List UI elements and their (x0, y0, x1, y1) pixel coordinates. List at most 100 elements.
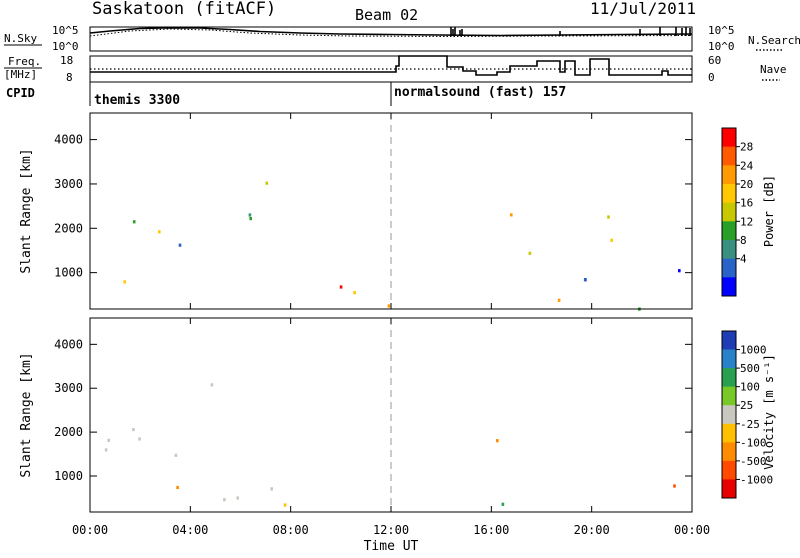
power-cell (178, 243, 182, 247)
freq-label-line2: [MHz] (4, 68, 37, 81)
noise-search-label: N.Search (748, 34, 800, 47)
freq-tick-top: 18 (60, 54, 73, 67)
velocity-heatmap (104, 383, 693, 507)
colorbar-tick-label: 20 (740, 178, 753, 191)
colorbar-segment (722, 258, 736, 278)
power-y-axis: 4000 3000 2000 1000 (54, 133, 692, 280)
velocity-cell (283, 503, 287, 507)
y-tick-label: 4000 (54, 133, 83, 147)
power-cell (265, 181, 269, 185)
power-cell (158, 230, 161, 234)
colorbar-frame (721, 127, 737, 297)
velocity-cell (223, 498, 226, 502)
velocity-cell (107, 438, 110, 442)
freq-tick-bottom: 8 (66, 71, 73, 84)
colorbar-tick-label: 28 (740, 141, 753, 154)
colorbar-segment (722, 331, 736, 350)
colorbar-frame (721, 330, 737, 499)
velocity-cell (673, 484, 676, 488)
colorbar-segment (722, 460, 736, 480)
velocity-cell (496, 439, 499, 443)
plot-title: Saskatoon (fitACF) (92, 0, 276, 19)
velocity-cell (236, 496, 239, 500)
colorbar-segment (722, 202, 736, 222)
colorbar-tick-label: 24 (740, 159, 754, 172)
cpid-strip: CPID themis 3300 normalsound (fast) 157 (6, 82, 566, 108)
y-tick-label: 2000 (54, 221, 83, 235)
y-tick-label: 2000 (54, 425, 83, 439)
velocity-cell (501, 502, 505, 506)
x-tick-label: 08:00 (273, 523, 309, 537)
colorbar-segment (722, 240, 736, 259)
freq-label-line1: Freq. (8, 55, 41, 68)
x-tick-label: 12:00 (373, 523, 409, 537)
velocity-cell (138, 437, 141, 441)
colorbar-tick-label: 16 (740, 197, 753, 210)
colorbar-segment (722, 349, 736, 369)
cpid-mode-themis: themis 3300 (94, 93, 180, 108)
y-tick-label: 4000 (54, 337, 83, 351)
colorbar-tick-label: -25 (740, 418, 760, 431)
colorbar-segment (722, 423, 736, 443)
colorbar-segment (722, 165, 736, 185)
power-cell (387, 304, 391, 308)
colorbar-tick-label: -500 (740, 455, 767, 468)
frequency-panel: Freq. [MHz] 18 8 60 0 Nave (4, 54, 787, 84)
colorbar-tick-label: 100 (740, 381, 760, 394)
colorbar-tick-label: 500 (740, 362, 760, 375)
y-tick-label: 1000 (54, 469, 83, 483)
power-colorbar-label: Power [dB] (762, 175, 776, 247)
frequency-trace (90, 55, 692, 76)
power-cell (132, 220, 136, 224)
power-cell (607, 215, 610, 219)
colorbar-segment (722, 146, 736, 166)
time-axis: 00:00 04:00 08:00 12:00 16:00 20:00 00:00 (72, 113, 710, 537)
velocity-panel: 4000 3000 2000 1000 Slant Range [km] (19, 317, 693, 513)
colorbar-segment (722, 479, 736, 499)
noise-sky-trace (89, 26, 693, 37)
x-tick-label: 16:00 (473, 523, 509, 537)
colorbar-tick-label: 1000 (740, 344, 767, 357)
power-colorbar: 28 24 20 16 12 8 4 (721, 127, 754, 297)
nave-label: Nave (760, 63, 787, 76)
power-cell (249, 217, 252, 221)
power-y-axis-label: Slant Range [km] (19, 148, 34, 273)
velocity-cell (689, 429, 693, 433)
colorbar-segment (722, 368, 736, 387)
velocity-cell (132, 428, 135, 432)
noise-sky-label: N.Sky (4, 32, 37, 45)
power-cell (557, 298, 561, 302)
x-tick-label: 04:00 (172, 523, 208, 537)
noise-search-trace (89, 28, 693, 38)
power-cell (339, 285, 343, 289)
power-cell (610, 238, 613, 242)
nave-tick-bottom: 0 (708, 71, 715, 84)
power-cell (583, 278, 587, 282)
noise-right-tick-top: 10^5 (708, 24, 735, 37)
nave-tick-top: 60 (708, 54, 721, 67)
velocity-colorbar: 1000 500 100 25 -25 -100 -500 -1000 (721, 330, 773, 499)
colorbar-tick-label: 8 (740, 234, 747, 247)
colorbar-tick-label: -1000 (740, 473, 773, 486)
velocity-cell (104, 448, 108, 452)
x-tick-label: 00:00 (72, 523, 108, 537)
power-cell (510, 213, 513, 217)
y-tick-label: 3000 (54, 381, 83, 395)
power-cell (528, 251, 532, 255)
date-label: 11/Jul/2011 (590, 0, 696, 18)
colorbar-segment (722, 184, 736, 203)
power-panel: 4000 3000 2000 1000 Slant Range [km] (19, 112, 693, 311)
cpid-mode-normalsound: normalsound (fast) 157 (394, 85, 566, 100)
velocity-cell (270, 487, 273, 491)
y-tick-label: 3000 (54, 177, 83, 191)
noise-spikes (450, 27, 691, 36)
colorbar-tick-label: 4 (740, 253, 747, 266)
colorbar-segment (722, 128, 736, 147)
noise-panel: N.Sky 10^5 10^0 10^5 10^0 N.Search (4, 24, 800, 53)
colorbar-segment (722, 277, 736, 297)
colorbar-tick-label: 25 (740, 399, 753, 412)
power-cell (248, 213, 252, 217)
velocity-y-axis-label: Slant Range [km] (19, 352, 34, 477)
velocity-cell (176, 485, 179, 490)
